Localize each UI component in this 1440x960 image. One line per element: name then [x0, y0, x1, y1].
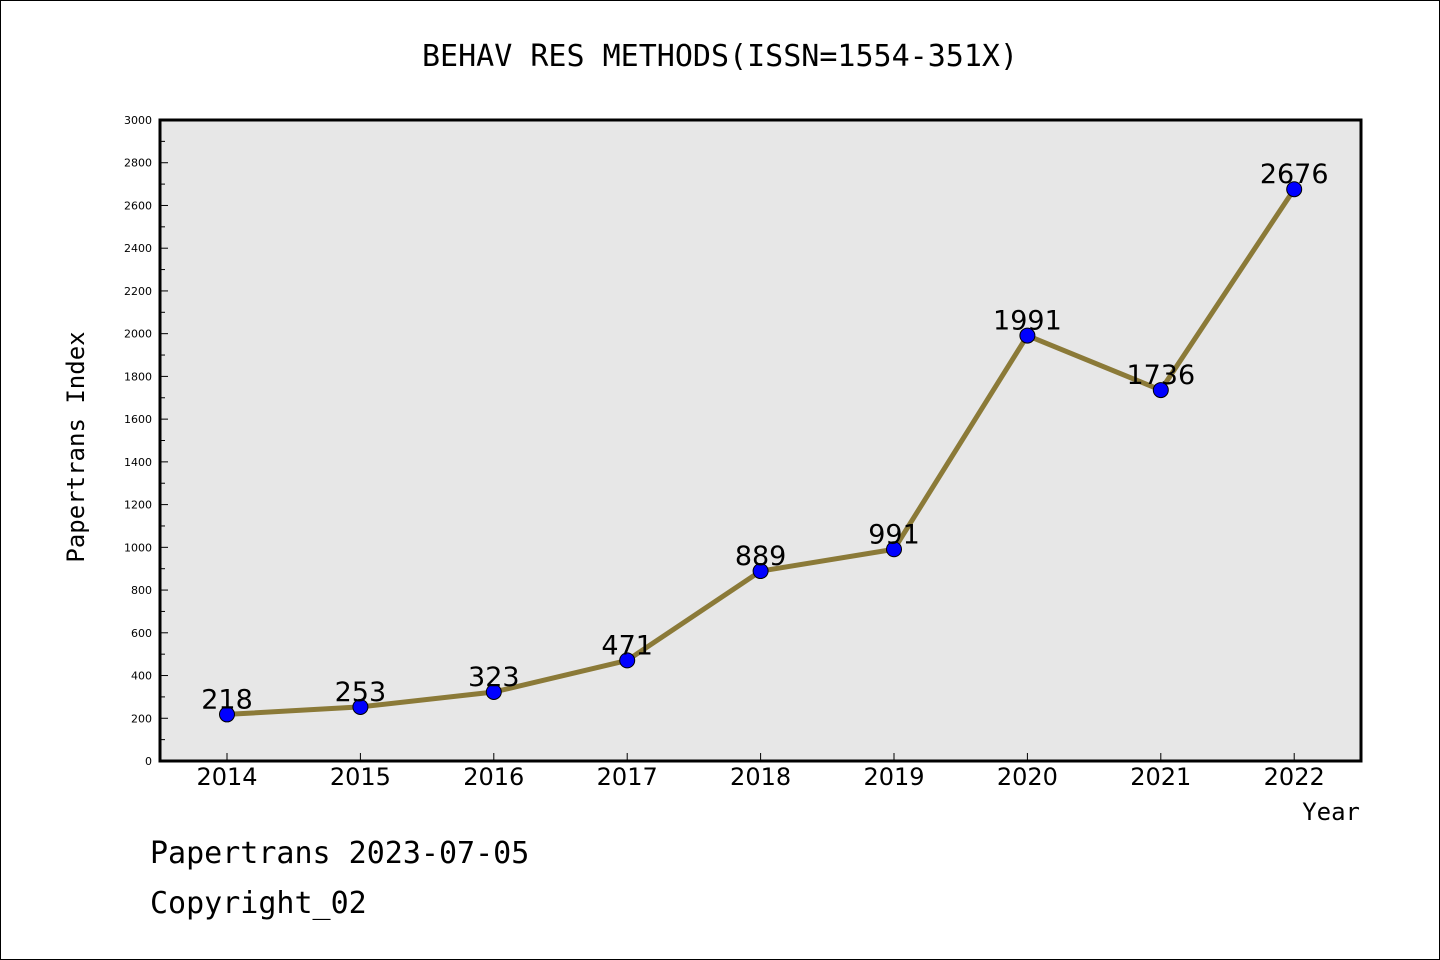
x-axis-title: Year [1302, 798, 1360, 826]
x-tick-label: 2016 [463, 763, 524, 791]
x-tick-label: 2017 [597, 763, 658, 791]
x-tick-label: 2014 [196, 763, 257, 791]
data-point [219, 706, 235, 723]
data-label: 2676 [1260, 159, 1329, 190]
x-tick-label: 2018 [730, 763, 791, 791]
x-tick-label: 2021 [1130, 763, 1191, 791]
y-tick-label: 2400 [124, 242, 152, 255]
y-tick-label: 600 [131, 627, 152, 640]
data-label: 991 [868, 519, 920, 550]
data-point [1019, 327, 1036, 344]
y-tick-label: 2600 [124, 199, 152, 212]
y-tick-label: 2800 [124, 157, 152, 170]
x-tick-label: 2015 [330, 763, 391, 791]
data-point [352, 698, 369, 715]
y-tick-label: 1800 [124, 370, 152, 383]
data-label: 1736 [1126, 360, 1195, 391]
y-tick-label: 0 [145, 755, 152, 768]
data-point [886, 541, 902, 558]
data-point [1286, 181, 1303, 198]
y-axis-title: Papertrans Index [62, 331, 90, 562]
y-tick-label: 3000 [124, 114, 152, 127]
plot-border [158, 118, 1363, 763]
footer-copyright: Copyright_02 [150, 886, 367, 921]
data-label: 889 [735, 541, 787, 572]
data-label: 253 [335, 677, 387, 708]
y-tick-label: 2000 [124, 328, 152, 341]
y-tick-label: 200 [131, 712, 152, 725]
footer-date: Papertrans 2023-07-05 [150, 836, 530, 871]
y-tick-label: 1000 [124, 541, 152, 554]
chart-title: BEHAV RES METHODS(ISSN=1554-351X) [422, 39, 1018, 74]
y-tick-label: 1600 [124, 413, 152, 426]
y-tick-label: 2200 [124, 285, 152, 298]
y-tick-label: 800 [131, 584, 152, 597]
x-tick-label: 2019 [863, 763, 924, 791]
data-labels: 218 253 323 471 889 991 1991 1736 2676 [201, 159, 1328, 715]
data-label: 471 [601, 630, 653, 661]
data-point [1152, 382, 1169, 399]
x-tick-label: 2022 [1264, 763, 1325, 791]
plot-area [160, 120, 1361, 761]
y-tick-label: 400 [131, 670, 152, 683]
data-markers [219, 181, 1303, 723]
data-label: 1991 [993, 306, 1062, 337]
x-axis: 2014 2015 2016 2017 2018 2019 2020 2021 2022 [196, 753, 1325, 791]
data-point [485, 683, 502, 700]
y-tick-label: 1400 [124, 456, 152, 469]
data-point [619, 652, 636, 669]
data-point [752, 563, 769, 580]
data-label: 323 [468, 662, 520, 693]
y-axis: 0 200 400 600 800 1000 1200 1400 1600 1800 2000 220… [124, 114, 168, 768]
data-label: 218 [201, 684, 253, 715]
y-tick-label: 1200 [124, 499, 152, 512]
x-tick-label: 2020 [997, 763, 1058, 791]
